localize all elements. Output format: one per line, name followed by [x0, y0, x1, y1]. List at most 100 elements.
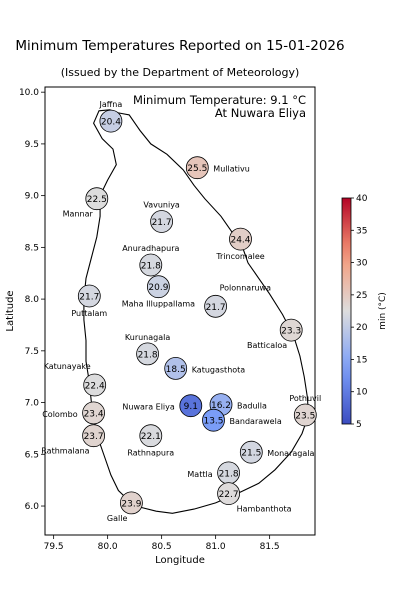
y-tick-label: 7.0	[25, 399, 40, 409]
annotation-line-1: Minimum Temperature: 9.1 °C	[133, 93, 306, 107]
station-name: Monaragala	[267, 449, 314, 458]
station-marker	[82, 424, 105, 448]
station-value: 23.3	[281, 327, 301, 337]
y-tick-label: 6.0	[25, 502, 40, 512]
station-value: 23.7	[84, 432, 104, 442]
station-marker	[150, 210, 174, 233]
x-tick-label: 81.5	[260, 542, 280, 552]
station-name: Jaffna	[99, 100, 123, 109]
colorbar-tick-label: 15	[356, 355, 367, 365]
y-axis-label: Latitude	[5, 290, 16, 331]
station-value: 20.9	[148, 283, 168, 293]
station-marker	[99, 109, 123, 133]
x-tick-label: 80.5	[152, 542, 172, 552]
colorbar-tick-label: 5	[356, 420, 362, 430]
station-marker	[164, 356, 188, 380]
station-name: Anuradhapura	[122, 244, 179, 253]
station-value: 24.4	[230, 236, 250, 246]
station-name: Mattla	[187, 470, 212, 479]
y-tick-label: 6.5	[25, 450, 39, 460]
station-name: Polonnaruwa	[220, 283, 271, 292]
station-value: 21.7	[152, 218, 172, 228]
colorbar: 5 10 15 20 25 30 35 40 min (°C)	[341, 194, 388, 430]
station-value: 21.7	[206, 303, 226, 313]
station-value: 21.8	[219, 469, 239, 479]
station-marker	[119, 491, 143, 515]
station-marker	[146, 275, 170, 299]
station-marker	[139, 424, 163, 448]
station-value: 21.8	[138, 350, 158, 360]
colorbar-tick-label: 40	[356, 194, 368, 204]
station-value: 22.5	[87, 195, 107, 205]
station-value: 22.7	[219, 490, 239, 500]
station-value: 22.4	[85, 382, 105, 392]
station-value: 13.5	[203, 417, 223, 427]
station-name: Mannar	[63, 210, 94, 219]
station-value: 23.9	[121, 499, 141, 509]
colorbar-label: min (°C)	[378, 292, 388, 330]
station-value: 21.5	[241, 449, 261, 459]
plot-frame	[44, 86, 316, 536]
y-tick-label: 8.0	[25, 295, 40, 305]
y-tick-label: 9.5	[25, 140, 39, 150]
station-marker	[229, 227, 252, 251]
station-marker	[217, 482, 241, 506]
station-marker	[136, 342, 160, 366]
station-name: Katunayake	[44, 362, 91, 371]
station-value: 16.2	[211, 401, 231, 411]
station-name: Bandarawela	[230, 417, 282, 426]
station-name: Puttalam	[71, 309, 107, 318]
station-name: Maha Illuppallama	[122, 300, 195, 309]
x-axis-ticks: 79.5 80.0 80.5 81.0 81.5	[44, 535, 280, 552]
station-name: Nuwara Eliya	[122, 403, 174, 412]
station-name: Badulla	[237, 402, 267, 411]
station-name: Kurunagala	[125, 333, 170, 342]
station-name: Rathmalana	[41, 447, 89, 456]
station-marker	[239, 440, 263, 464]
colorbar-tick-label: 35	[356, 226, 367, 236]
station-marker	[293, 403, 317, 427]
station-name: Pothuvil	[289, 394, 321, 403]
annotation-line-2: At Nuwara Eliya	[215, 106, 306, 120]
y-tick-label: 7.5	[25, 347, 39, 357]
station-name: Rathnapura	[127, 449, 174, 458]
station-name: Katugasthota	[192, 365, 246, 374]
station-value: 9.1	[184, 402, 198, 412]
station-name: Vavuniya	[143, 201, 180, 210]
colorbar-tick-label: 10	[356, 388, 368, 398]
x-tick-label: 80.0	[98, 542, 118, 552]
station-value: 21.8	[141, 262, 161, 272]
station-name: Trincomalee	[215, 252, 264, 261]
station-marker	[179, 394, 203, 418]
station-value: 23.5	[295, 412, 315, 422]
station-name: Batticaloa	[247, 341, 287, 350]
station-marker	[279, 318, 303, 342]
station-marker	[83, 373, 107, 397]
station-value: 23.4	[84, 409, 104, 419]
y-tick-label: 8.5	[25, 243, 39, 253]
station-value: 22.1	[141, 432, 161, 442]
y-tick-label: 10.0	[19, 88, 39, 98]
station-marker	[139, 253, 163, 277]
colorbar-gradient	[341, 197, 352, 425]
station-marker	[82, 401, 105, 425]
colorbar-tick-label: 30	[356, 259, 368, 269]
figure-title: Minimum Temperatures Reported on 15-01-2…	[15, 38, 344, 54]
station-marker	[77, 284, 101, 308]
station-value: 21.7	[79, 293, 99, 303]
figure-subtitle: (Issued by the Department of Meteorology…	[61, 66, 300, 79]
y-axis-ticks: 6.0 6.5 7.0 7.5 8.0 8.5 9.0 9.5 10.0	[19, 88, 45, 512]
station-value: 25.5	[187, 164, 207, 174]
station-marker	[202, 408, 225, 432]
station-marker	[85, 187, 109, 211]
station-markers: 20.4 Jaffna 25.5 Mullativu 22.5 Mannar 21.7 Vav…	[41, 100, 321, 523]
x-axis-label: Longitude	[155, 555, 205, 566]
x-tick-label: 79.5	[44, 542, 64, 552]
colorbar-tick-label: 25	[356, 291, 367, 301]
x-tick-label: 81.0	[206, 542, 226, 552]
colorbar-ticks: 5 10 15 20 25 30 35 40	[351, 194, 368, 430]
plot-area: 20.4 Jaffna 25.5 Mullativu 22.5 Mannar 21.7 Vav…	[41, 86, 321, 536]
station-name: Galle	[107, 514, 128, 523]
station-name: Hambanthota	[237, 505, 292, 514]
